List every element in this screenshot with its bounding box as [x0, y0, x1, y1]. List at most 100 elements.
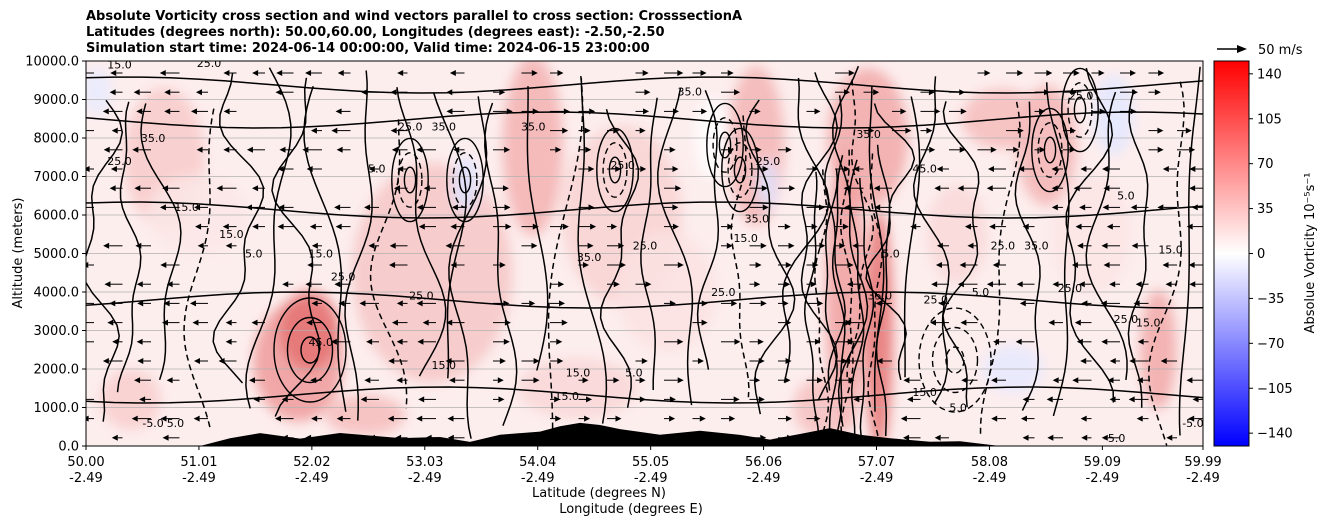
wind-vector-head-262: [1135, 281, 1142, 288]
wind-vector-head-87: [223, 146, 230, 153]
x-tick-label-lon-6: -2.49: [747, 471, 781, 486]
wind-vector-head-105: [1013, 146, 1020, 153]
wind-vector-head-134: [134, 185, 141, 192]
y-axis-label: Altitude (meters): [11, 198, 26, 309]
contour-line-49: [875, 144, 891, 437]
wind-vector-head-179: [309, 223, 316, 230]
colorbar-tick-label-6: −70: [1257, 337, 1284, 352]
contour-line-63: [727, 142, 753, 198]
wind-vector-head-133: [109, 185, 116, 192]
wind-vector-head-282: [782, 300, 789, 307]
wind-vector-head-121: [762, 166, 769, 172]
contour-line-32: [942, 101, 980, 408]
wind-vector-head-170: [1079, 204, 1086, 211]
wind-vector-head-254: [846, 281, 853, 288]
contour-line-9: [369, 119, 408, 409]
contour-label-44: -5.0: [142, 417, 163, 430]
contour-label-25: 25.0: [711, 286, 736, 299]
contour-line-39: [1147, 81, 1185, 446]
wind-vector-head-326: [993, 338, 1000, 345]
contour-line-38: [1127, 89, 1149, 408]
wind-vector-head-98: [669, 146, 676, 153]
wind-vector-head-100: [755, 146, 762, 153]
contour-line-30: [903, 96, 921, 378]
wind-vector-head-152: [1189, 185, 1196, 192]
x-axis-label-longitude: Longitude (degrees E): [559, 502, 703, 517]
wind-vector-head-174: [1191, 204, 1198, 211]
wind-vector-head-47: [164, 108, 171, 115]
plot-area: 15.0 25.035.025.015.015.05.0 15.05.025.0 35…: [86, 59, 1203, 446]
y-tick-label-5: 5000.0: [34, 247, 80, 262]
wind-vector-head-181: [418, 223, 425, 230]
contour-label-0: 15.0: [107, 59, 132, 72]
wind-vector-head-48: [190, 108, 197, 115]
wind-vector-head-13: [677, 70, 684, 76]
wind-vector-head-154: [159, 204, 166, 211]
contour-line-52: [391, 137, 429, 223]
x-tick-label-lat-3: 53.03: [406, 455, 443, 470]
wind-vector-head-243: [136, 281, 143, 288]
y-tick-label-8: 8000.0: [34, 132, 80, 147]
wind-vector-head-444: [1081, 434, 1088, 441]
vorticity-region-23: [517, 358, 638, 419]
contour-line-26: [832, 65, 869, 427]
wind-vector-head-76: [868, 127, 875, 134]
wind-vector-head-145: [873, 185, 880, 192]
contour-label-45: 5.0: [167, 417, 185, 430]
wind-vector-head-186: [590, 223, 597, 230]
wind-vector-head-409: [669, 415, 676, 422]
chart-title-line-2: Latitudes (degrees north): 50.00,60.00, …: [86, 25, 665, 40]
wind-vector-head-297: [391, 319, 398, 326]
contour-line-44: [831, 155, 846, 437]
wind-vector-head-360: [582, 377, 589, 384]
contour-line-27: [846, 79, 875, 378]
wind-vector-head-81: [1157, 127, 1164, 134]
contour-label-23: 35.0: [745, 213, 770, 226]
wind-vector-head-18: [1017, 70, 1024, 76]
wind-vector-head-7: [337, 70, 344, 76]
wind-vector-head-272: [359, 300, 366, 307]
contour-label-5: 15.0: [219, 228, 244, 241]
wind-vector-head-61: [900, 108, 907, 115]
wind-vector-head-402: [336, 415, 343, 422]
colorbar-tick-label-3: 35: [1257, 202, 1274, 217]
wind-vector-head-197: [1075, 223, 1082, 230]
wind-vector-head-330: [1137, 338, 1144, 345]
wind-vector-head-21: [1098, 70, 1105, 76]
wind-vector-head-116: [397, 166, 404, 172]
wind-vector-head-146: [934, 185, 941, 192]
wind-vector-head-301: [561, 319, 568, 326]
wind-vector-head-389: [853, 396, 860, 403]
wind-vector-head-55: [589, 108, 596, 115]
wind-vector-head-336: [445, 358, 452, 364]
wind-vector-head-93: [416, 146, 423, 153]
contour-label-24: 15.0: [733, 232, 758, 245]
contour-label-43: -5.0: [1104, 432, 1125, 445]
contour-label-39: 15.0: [1158, 244, 1183, 257]
wind-vector-head-406: [555, 415, 562, 422]
wind-vector-head-157: [278, 204, 285, 211]
wind-vector-head-101: [785, 146, 792, 153]
wind-vector-head-97: [585, 146, 592, 153]
wind-vector-head-446: [1166, 434, 1173, 441]
contour-label-18: 25.0: [409, 290, 434, 303]
wind-vector-head-312: [136, 338, 143, 345]
wind-vector-head-209: [587, 242, 594, 249]
contour-label-3: 25.0: [107, 155, 132, 168]
x-tick-label-lat-0: 50.00: [67, 455, 104, 470]
wind-vector-head-190: [784, 223, 791, 230]
wind-vector-head-415: [991, 415, 998, 422]
x-tick-label-lon-1: -2.49: [182, 471, 216, 486]
wind-vector-head-255: [931, 281, 938, 288]
contour-line-41: [803, 171, 820, 437]
wind-vector-head-321: [734, 338, 741, 345]
colorbar-tick-label-2: 70: [1257, 157, 1274, 172]
wind-vector-head-94: [453, 146, 460, 153]
wind-vector-head-291: [107, 319, 114, 326]
wind-vector-head-345: [844, 358, 851, 364]
x-axis-label-latitude: Latitude (degrees N): [532, 486, 666, 501]
wind-vector-head-163: [588, 204, 595, 211]
wind-vector-head-183: [505, 223, 512, 230]
wind-vector-head-306: [929, 319, 936, 326]
wind-vector-head-56: [643, 108, 650, 115]
